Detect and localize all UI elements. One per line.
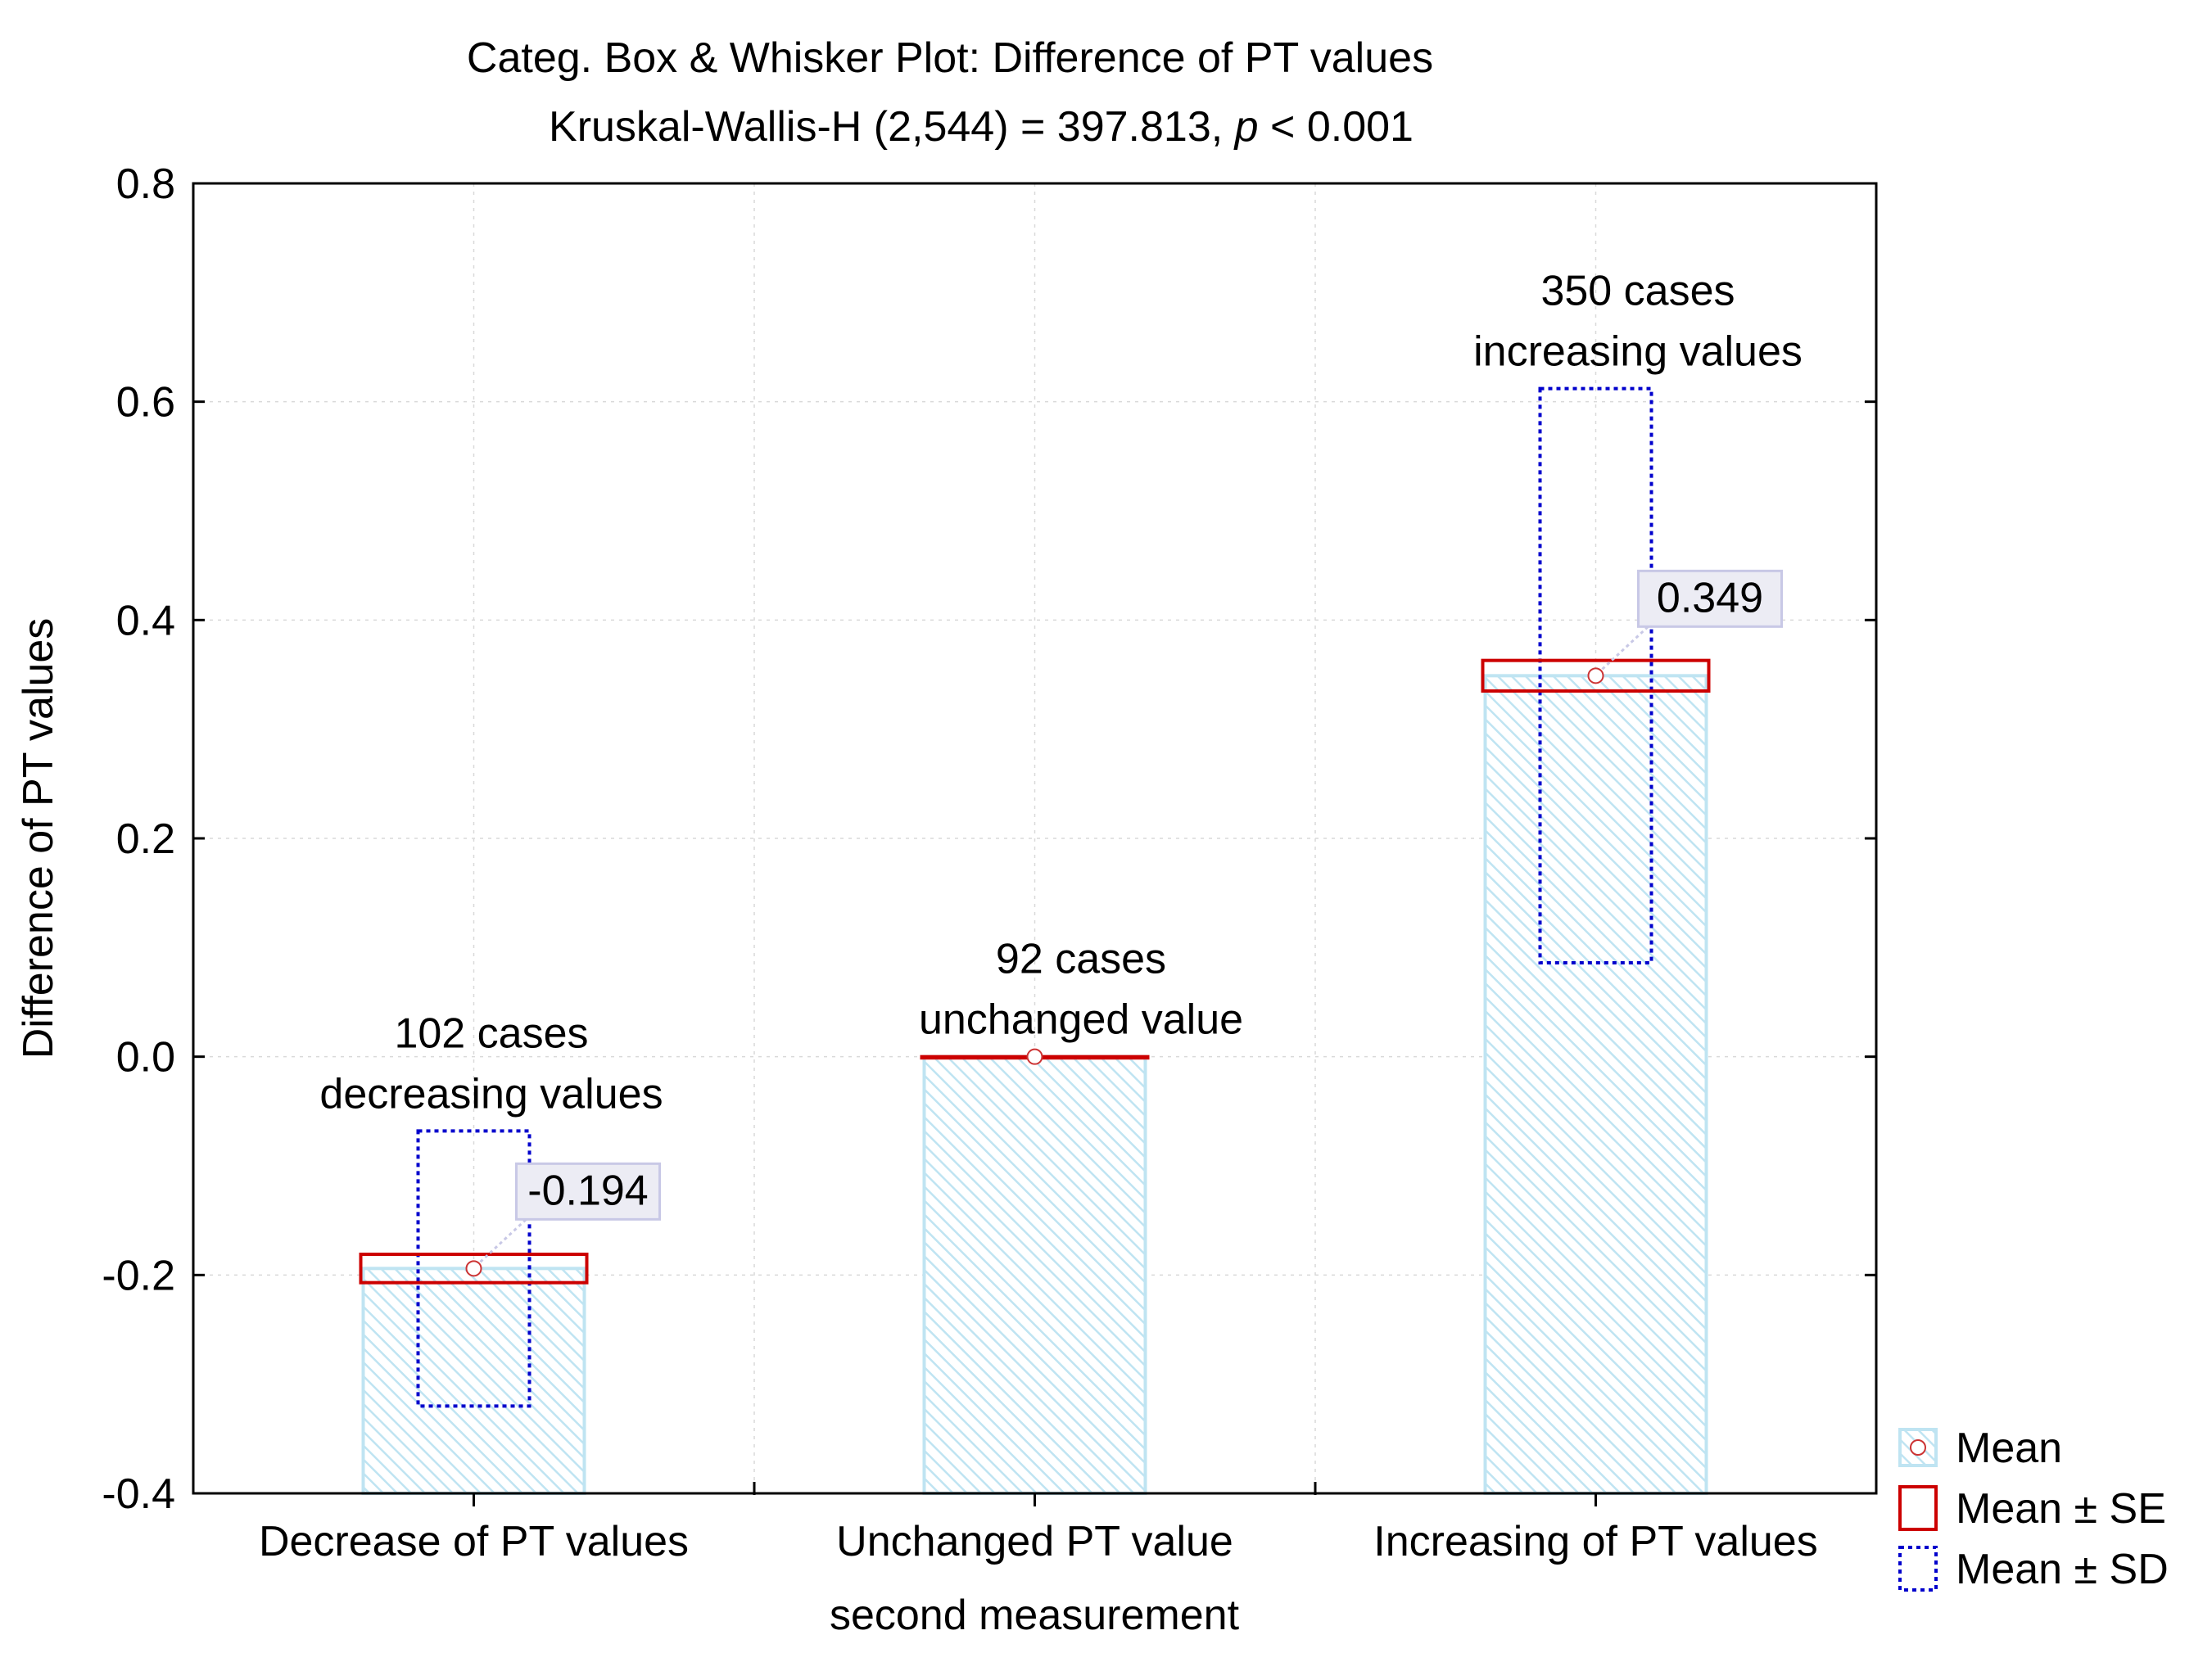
mean-callout-box-0 (515, 1162, 661, 1221)
bar-0 (361, 1267, 586, 1496)
chart-title: Categ. Box & Whisker Plot: Difference of… (467, 34, 1433, 82)
mean-value-label-0: -0.194 (527, 1167, 648, 1214)
mean-callout-box-2 (1637, 569, 1783, 628)
mean-marker-2 (1587, 667, 1604, 684)
legend-marker-mean (1910, 1439, 1926, 1456)
case-annotation-line2-2: increasing values (1473, 328, 1803, 376)
chart-subtitle: Kruskal-Wallis-H (2,544) = 397.813, p < … (549, 103, 1414, 151)
mean-marker-1 (1026, 1048, 1043, 1065)
y-tick-label-6: 0.8 (116, 160, 175, 208)
x-axis-label: second measurement (830, 1592, 1240, 1639)
subtitle-p: p (1233, 103, 1259, 151)
y-tick-label-1: -0.2 (102, 1252, 175, 1299)
mean-value-label-2: 0.349 (1657, 574, 1763, 621)
case-annotation-line2-1: unchanged value (919, 996, 1243, 1044)
se-box-2 (1481, 658, 1711, 693)
sd-box-0 (416, 1129, 532, 1408)
legend-label-mean: Mean (1956, 1425, 2062, 1472)
bar-2 (1483, 674, 1708, 1495)
axes: Decrease of PT values Unchanged PT value I… (102, 160, 1876, 1565)
legend-label-sd: Mean ± SD (1956, 1546, 2169, 1593)
y-tick-label-2: 0.0 (116, 1034, 175, 1082)
case-annotation-line1-0: 102 cases (394, 1009, 588, 1057)
y-axis-label: Difference of PT values (15, 618, 62, 1059)
se-box-0 (359, 1253, 589, 1285)
bar-series: -0.194 102 cases decreasing values 92 cases… (319, 268, 1803, 1496)
legend: Mean Mean ± SE Mean ± SD (1898, 1425, 2169, 1593)
y-tick-label-0: -0.4 (102, 1470, 175, 1518)
subtitle-prefix: Kruskal-Wallis-H (2,544) = 397.813, (549, 103, 1235, 151)
legend-swatch-se (1898, 1485, 1938, 1531)
x-tick-label-1: Unchanged PT value (836, 1518, 1233, 1565)
sd-box-2 (1538, 386, 1653, 964)
subtitle-suffix: < 0.001 (1259, 103, 1414, 151)
case-annotation-line2-0: decreasing values (319, 1070, 663, 1118)
legend-label-se: Mean ± SE (1956, 1485, 2166, 1533)
legend-swatch-sd (1898, 1546, 1938, 1592)
y-tick-label-4: 0.4 (116, 597, 175, 644)
y-tick-label-3: 0.2 (116, 815, 175, 863)
bar-1 (922, 1055, 1147, 1495)
x-tick-label-0: Decrease of PT values (259, 1518, 689, 1565)
y-tick-label-5: 0.6 (116, 379, 175, 427)
case-annotation-line1-2: 350 cases (1540, 268, 1735, 315)
mean-marker-0 (465, 1260, 482, 1277)
case-annotation-line1-1: 92 cases (996, 936, 1166, 983)
x-tick-label-2: Increasing of PT values (1373, 1518, 1817, 1565)
